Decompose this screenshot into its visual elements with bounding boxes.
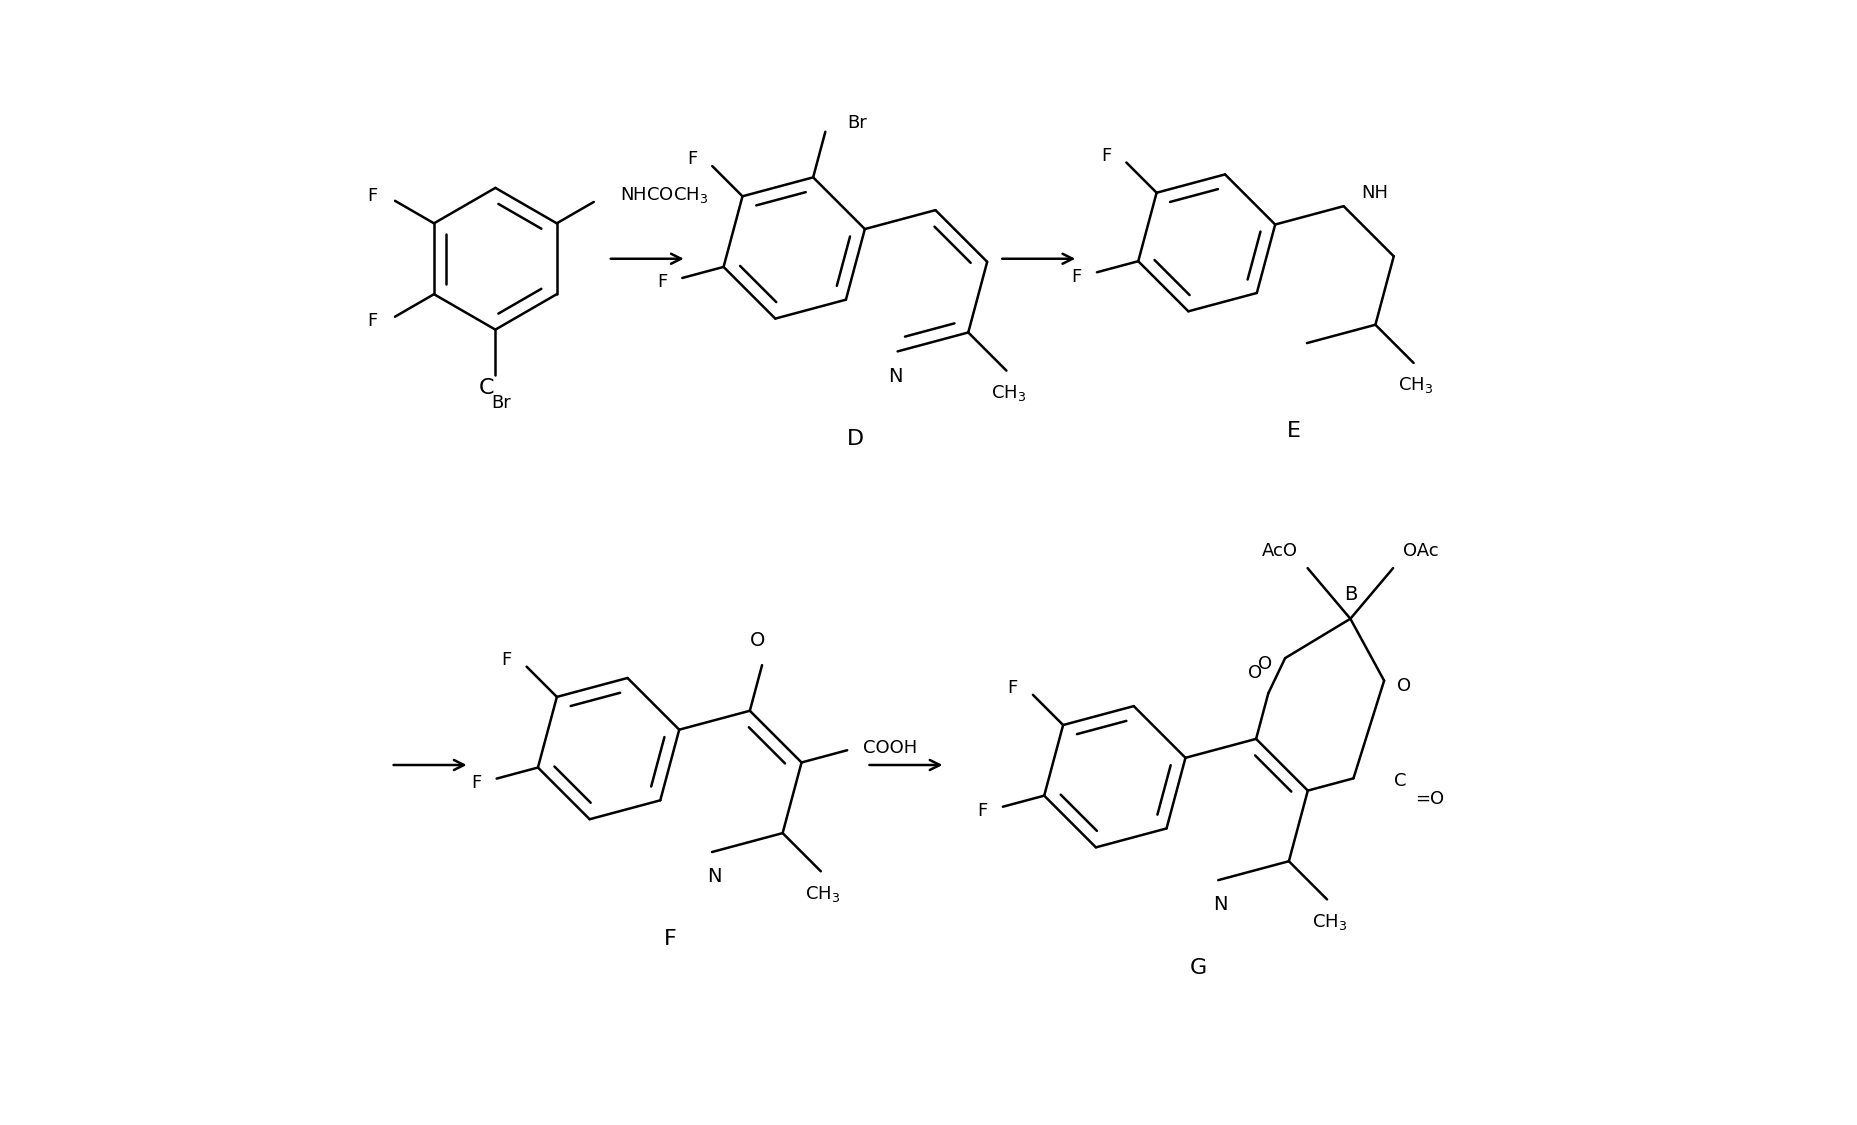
Text: CH$_3$: CH$_3$	[1398, 376, 1434, 395]
Text: F: F	[1101, 146, 1110, 164]
Text: O: O	[750, 631, 765, 650]
Text: Br: Br	[490, 394, 511, 412]
Text: CH$_3$: CH$_3$	[806, 884, 841, 903]
Text: F: F	[368, 312, 377, 331]
Text: CH$_3$: CH$_3$	[992, 384, 1027, 403]
Text: N: N	[888, 367, 903, 386]
Text: NH: NH	[1361, 183, 1389, 201]
Text: N: N	[708, 867, 722, 886]
Text: F: F	[1071, 268, 1083, 286]
Text: F: F	[472, 774, 481, 792]
Text: C: C	[1395, 772, 1408, 790]
Text: =O: =O	[1415, 790, 1445, 808]
Text: D: D	[847, 429, 864, 449]
Text: F: F	[1008, 680, 1018, 698]
Text: O: O	[1396, 677, 1411, 695]
Text: F: F	[687, 151, 696, 169]
Text: N: N	[1213, 896, 1227, 915]
Text: AcO: AcO	[1261, 542, 1298, 560]
Text: O: O	[1248, 664, 1263, 682]
Text: E: E	[1287, 421, 1302, 441]
Text: Br: Br	[847, 114, 867, 132]
Text: F: F	[501, 651, 511, 669]
Text: B: B	[1344, 585, 1357, 603]
Text: G: G	[1190, 957, 1207, 978]
Text: NHCOCH$_3$: NHCOCH$_3$	[620, 186, 709, 205]
Text: C: C	[479, 378, 494, 398]
Text: COOH: COOH	[864, 739, 917, 757]
Text: F: F	[368, 187, 377, 205]
Text: OAc: OAc	[1404, 542, 1439, 560]
Text: F: F	[657, 273, 667, 291]
Text: F: F	[663, 929, 676, 950]
Text: F: F	[977, 802, 988, 820]
Text: CH$_3$: CH$_3$	[1311, 912, 1346, 932]
Text: O: O	[1257, 655, 1272, 673]
